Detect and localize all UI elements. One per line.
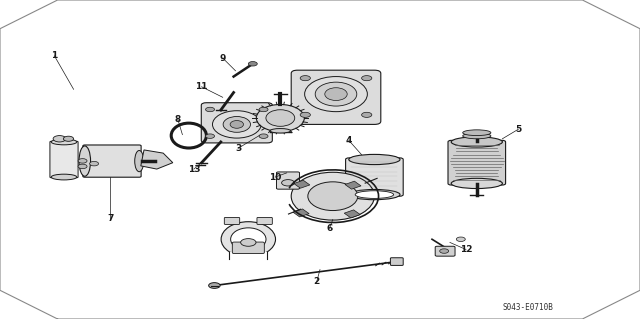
Ellipse shape [315,82,357,106]
Ellipse shape [349,189,400,200]
Circle shape [53,136,66,142]
FancyBboxPatch shape [346,158,403,196]
Text: 7: 7 [107,214,113,223]
Text: 11: 11 [195,82,208,91]
Circle shape [241,239,256,246]
Circle shape [456,237,465,241]
Text: 10: 10 [269,173,282,182]
Ellipse shape [51,174,77,180]
Circle shape [78,164,87,169]
Circle shape [300,76,310,81]
Circle shape [362,76,372,81]
Ellipse shape [305,77,367,112]
Circle shape [282,180,294,186]
Ellipse shape [463,133,491,139]
Text: 5: 5 [515,125,522,134]
Text: 9: 9 [220,54,226,63]
Circle shape [209,283,220,288]
Bar [344,210,360,218]
FancyBboxPatch shape [435,246,455,256]
FancyBboxPatch shape [50,141,78,178]
FancyBboxPatch shape [276,172,300,189]
Circle shape [259,134,268,138]
Ellipse shape [325,88,348,100]
FancyBboxPatch shape [83,145,141,177]
FancyBboxPatch shape [201,103,273,143]
Ellipse shape [230,121,243,128]
Ellipse shape [135,151,143,172]
FancyBboxPatch shape [229,252,268,258]
Circle shape [205,107,214,112]
FancyBboxPatch shape [390,258,403,265]
Text: 13: 13 [188,165,200,174]
Ellipse shape [266,110,294,126]
Ellipse shape [230,228,266,251]
Ellipse shape [256,105,305,132]
Circle shape [63,136,74,141]
Circle shape [78,159,87,163]
Ellipse shape [79,146,91,176]
Text: 3: 3 [235,144,241,153]
Bar [345,181,361,189]
Circle shape [362,112,372,117]
FancyBboxPatch shape [257,218,273,225]
Ellipse shape [270,129,291,133]
Ellipse shape [463,130,491,136]
Ellipse shape [221,222,275,257]
Ellipse shape [349,154,400,165]
Ellipse shape [355,191,394,198]
Circle shape [248,62,257,66]
Ellipse shape [212,111,261,138]
Text: 1: 1 [51,51,58,60]
Ellipse shape [308,182,358,211]
Circle shape [205,134,214,138]
Circle shape [259,107,268,112]
Text: 6: 6 [326,224,333,233]
FancyBboxPatch shape [291,70,381,124]
FancyBboxPatch shape [232,242,264,254]
Ellipse shape [51,139,77,145]
Ellipse shape [451,178,502,189]
Text: 12: 12 [460,245,472,254]
Bar [294,180,310,188]
Circle shape [440,249,449,253]
Ellipse shape [451,137,502,147]
Ellipse shape [223,116,250,132]
Text: 4: 4 [346,136,352,145]
FancyBboxPatch shape [225,218,240,225]
FancyBboxPatch shape [448,140,506,185]
Bar [293,209,309,217]
Text: S043-E0710B: S043-E0710B [502,303,553,312]
Circle shape [90,161,99,166]
Circle shape [300,112,310,117]
Polygon shape [141,150,173,169]
Ellipse shape [291,172,374,220]
Text: 2: 2 [314,277,320,286]
Text: 8: 8 [175,115,181,124]
